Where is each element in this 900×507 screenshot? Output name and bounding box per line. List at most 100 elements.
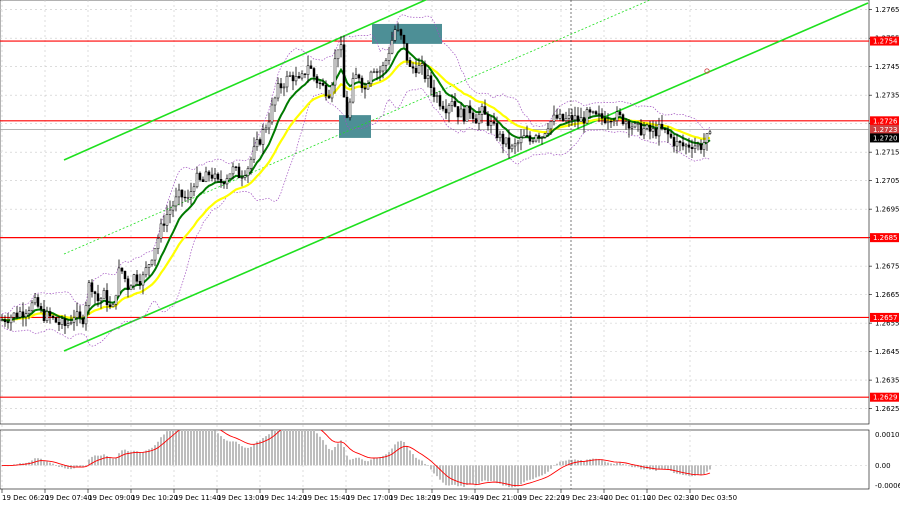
candle-body xyxy=(321,83,325,86)
macd-histogram-bar xyxy=(217,433,219,466)
macd-histogram-bar xyxy=(562,461,564,466)
macd-histogram-bar xyxy=(685,465,687,476)
candle-body xyxy=(174,196,178,207)
price-candles xyxy=(0,22,712,335)
candle-body xyxy=(354,74,358,79)
macd-histogram-bar xyxy=(610,463,612,466)
macd-histogram-bar xyxy=(613,463,615,466)
macd-histogram-bar xyxy=(547,465,549,472)
candle-body xyxy=(594,111,598,115)
macd-histogram-bar xyxy=(367,461,369,466)
macd-histogram-bar xyxy=(409,450,411,466)
candle-body xyxy=(612,120,616,123)
candle-body xyxy=(684,144,688,147)
level-tag-label: 1.2657 xyxy=(873,314,898,322)
candle-body xyxy=(708,131,712,134)
macd-histogram-bar xyxy=(484,465,486,481)
candle-body xyxy=(171,205,175,211)
macd-histogram-bar xyxy=(193,430,195,466)
candle-body xyxy=(357,74,361,79)
candle-body xyxy=(525,135,529,137)
macd-histogram-bar xyxy=(466,465,468,486)
macd-histogram-bar xyxy=(316,433,318,466)
macd-histogram-bar xyxy=(103,454,105,466)
candle-body xyxy=(618,111,622,115)
candle-body xyxy=(345,96,349,118)
candle-body xyxy=(27,310,31,314)
candle-body xyxy=(657,123,661,137)
candle-body xyxy=(489,121,493,126)
candle-body xyxy=(495,123,499,139)
candle-body xyxy=(168,209,172,215)
macd-histogram-bar xyxy=(430,465,432,470)
macd-histogram-bar xyxy=(550,465,552,469)
macd-histogram-bar xyxy=(364,460,366,466)
candle-body xyxy=(222,181,226,185)
price-tag-extra-label: 1.2723 xyxy=(873,126,898,134)
macd-histogram-bar xyxy=(292,430,294,466)
macd-histogram-bar xyxy=(196,430,198,466)
candle-body xyxy=(396,29,400,31)
macd-histogram-bar xyxy=(529,465,531,480)
macd-histogram-bar xyxy=(676,465,678,474)
candle-body xyxy=(471,112,475,119)
macd-histogram-bar xyxy=(697,465,699,476)
candle-body xyxy=(480,106,484,115)
y-tick-label: 1.2745 xyxy=(875,63,900,71)
candle-body xyxy=(549,121,553,130)
candle-body xyxy=(573,115,577,121)
candle-body xyxy=(330,84,334,99)
candle-body xyxy=(195,172,199,188)
macd-signal-line xyxy=(2,430,711,487)
level-tag-label: 1.2726 xyxy=(873,117,898,125)
candle-body xyxy=(300,73,304,79)
macd-histogram-bar xyxy=(70,465,72,470)
macd-histogram-bar xyxy=(505,465,507,486)
candle-body xyxy=(279,83,283,89)
candle-body xyxy=(705,133,709,143)
macd-histogram-bar xyxy=(154,445,156,466)
candle-body xyxy=(318,82,322,85)
macd-histogram-bar xyxy=(40,458,42,466)
candle-body xyxy=(651,128,655,132)
macd-histogram-bar xyxy=(277,430,279,466)
highlight-boxes xyxy=(339,23,442,138)
macd-histogram-bar xyxy=(388,452,390,466)
trend-channel xyxy=(63,0,869,352)
candle-body xyxy=(252,146,256,160)
level-tag xyxy=(870,233,899,243)
macd-histogram-bar xyxy=(295,430,297,466)
candle-body xyxy=(156,238,160,249)
macd-histogram-bar xyxy=(427,465,429,466)
candle-body xyxy=(303,73,307,75)
macd-histogram-bar xyxy=(235,441,237,466)
candle-body xyxy=(144,267,148,276)
candle-body xyxy=(66,323,70,326)
level-tag-label: 1.2685 xyxy=(873,234,898,242)
entry-zone-box-top xyxy=(372,23,442,44)
candle-body xyxy=(429,75,433,88)
macd-histogram-bar xyxy=(118,453,120,466)
candle-body xyxy=(255,139,259,148)
candle-body xyxy=(369,71,373,85)
candle-body xyxy=(57,322,61,325)
candle-body xyxy=(486,114,490,126)
y-tick-label: 1.2625 xyxy=(875,405,900,413)
macd-histogram-bar xyxy=(622,463,624,466)
macd-histogram-bar xyxy=(262,437,264,466)
macd-histogram-bar xyxy=(145,450,147,466)
candle-body xyxy=(246,168,250,176)
candle-body xyxy=(510,145,514,150)
macd-histogram-bar xyxy=(268,434,270,466)
macd-histogram-bar xyxy=(667,465,669,471)
price-axis: 1.27651.27551.27451.27351.27251.27151.27… xyxy=(869,6,900,490)
candle-body xyxy=(99,298,103,302)
x-tick-label: 19 Dec 17:00 xyxy=(346,494,393,502)
y-tick-label: 1.2665 xyxy=(875,291,900,299)
macd-histogram-bar xyxy=(637,465,639,468)
candle-body xyxy=(381,65,385,72)
macd-histogram-bar xyxy=(88,459,90,466)
candle-body xyxy=(534,135,538,142)
candle-body xyxy=(273,97,277,106)
macd-histogram-bar xyxy=(289,430,291,466)
